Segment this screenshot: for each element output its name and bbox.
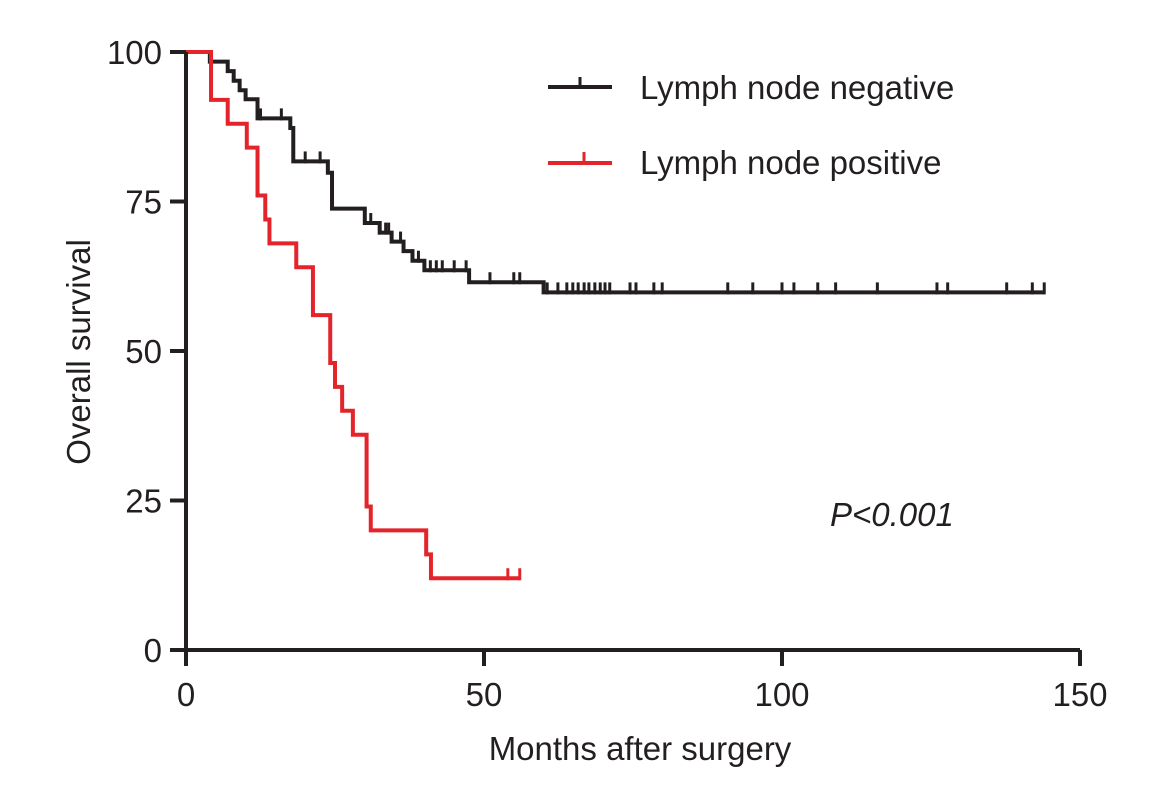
x-tick-label: 150 [1052,676,1107,713]
survival-curves [186,50,1046,581]
survival-curve [186,50,1045,295]
y-tick-label: 100 [107,34,162,71]
y-tick-label: 0 [144,632,162,669]
x-axis-label: Months after surgery [489,730,792,767]
series-negative [186,50,1046,295]
axes: 0 25 50 75 100 0 50 100 150 [107,34,1108,713]
p-value-annotation: P<0.001 [830,496,954,533]
y-axis-label: Overall survival [60,239,97,465]
y-tick-label: 75 [125,184,162,221]
survival-curve [186,50,520,581]
legend: Lymph node negative Lymph node positive [548,69,954,181]
y-tick-label: 50 [125,333,162,370]
x-tick-label: 0 [177,676,195,713]
legend-label-positive: Lymph node positive [640,144,941,181]
legend-item-negative: Lymph node negative [548,69,954,106]
y-tick-label: 25 [125,483,162,520]
legend-item-positive: Lymph node positive [548,144,941,181]
legend-label-negative: Lymph node negative [640,69,954,106]
x-tick-label: 100 [754,676,809,713]
series-positive [186,50,522,581]
x-tick-label: 50 [466,676,503,713]
